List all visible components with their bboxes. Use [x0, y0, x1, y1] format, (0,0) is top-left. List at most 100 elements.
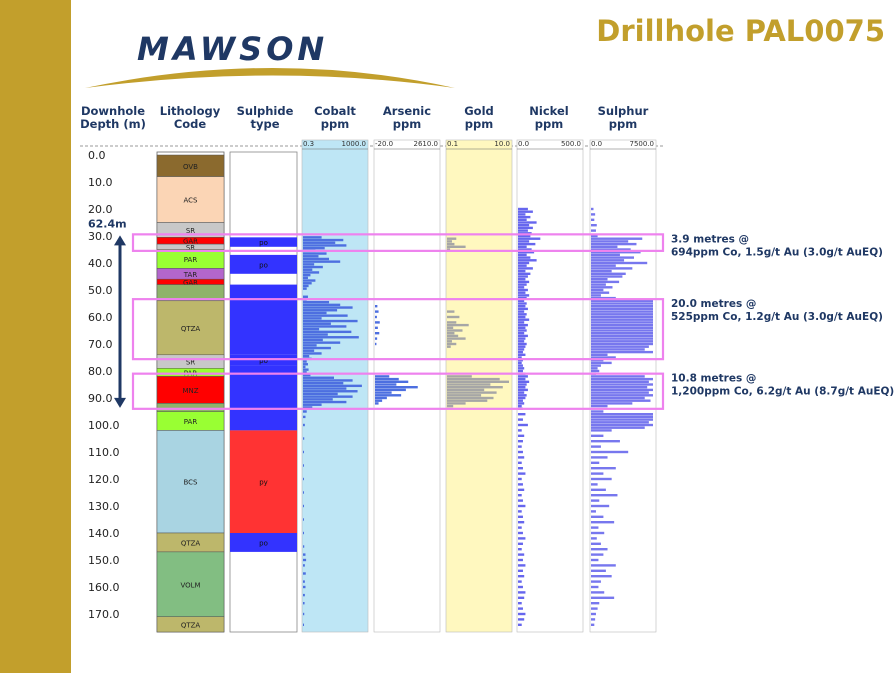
nickel-bar	[518, 294, 530, 297]
cobalt-bar	[303, 317, 322, 320]
sulphide-type-label: po	[259, 357, 268, 365]
nickel-bar	[518, 283, 527, 286]
sulphur-bar	[591, 278, 608, 281]
sulphur-bar	[591, 596, 615, 599]
nickel-bar	[518, 280, 530, 284]
gold-bar	[447, 402, 466, 405]
nickel-bar	[518, 310, 525, 313]
depth-tick-label: 110.0	[88, 446, 120, 459]
lithology-code-label: QTZA	[181, 325, 201, 333]
cobalt-bar	[303, 325, 347, 328]
page-title: Drillhole PAL0075	[596, 14, 885, 48]
depth-tick-label: 30.0	[88, 230, 113, 243]
nickel-bar	[518, 472, 526, 475]
cobalt-bar	[303, 354, 310, 358]
intercept-label-line1: 3.9 metres @	[671, 233, 749, 245]
nickel-bar	[518, 553, 525, 556]
sulphur-bar	[591, 218, 595, 221]
nickel-bar	[518, 569, 523, 572]
nickel-bar	[518, 521, 525, 524]
nickel-bar	[518, 275, 528, 278]
arsenic-bar	[375, 332, 380, 335]
nickel-bar	[518, 213, 526, 216]
nickel-bar	[518, 445, 522, 448]
sulphur-bar	[591, 494, 618, 497]
lithology-code-label: SR	[186, 227, 195, 235]
nickel-column	[516, 139, 584, 633]
nickel-bar	[518, 305, 526, 308]
header-nickel: Nickel ppm	[514, 105, 584, 131]
sulphur-bar	[591, 342, 653, 346]
nickel-bar	[518, 477, 522, 481]
lithology-block	[156, 430, 225, 534]
cobalt-bar	[303, 309, 338, 312]
nickel-bar	[518, 218, 527, 221]
sulphur-bar	[591, 607, 598, 610]
intercept-label-line1: 20.0 metres @	[671, 298, 756, 310]
nickel-bar	[518, 321, 525, 324]
arsenic-bar	[375, 396, 387, 400]
nickel-bar	[518, 307, 528, 311]
nickel-bar	[518, 380, 530, 383]
header-sulphide: Sulphide type	[230, 105, 300, 131]
sulphur-bar	[591, 602, 600, 605]
gold-bar	[447, 248, 451, 251]
sulphur-bar	[591, 245, 618, 248]
sulphur-bar	[591, 415, 653, 419]
cobalt-bar	[303, 333, 328, 336]
cobalt-bar	[303, 257, 330, 261]
nickel-bar	[518, 299, 525, 302]
sulphur-bar	[591, 504, 610, 508]
sulphur-bar	[591, 367, 598, 370]
header-arsenic-line2: ppm	[392, 117, 422, 131]
cobalt-bar	[303, 300, 330, 304]
nickel-bar	[518, 596, 525, 599]
cobalt-bar	[303, 384, 362, 388]
depth-tick-label: 150.0	[88, 554, 120, 567]
cobalt-bar	[303, 273, 311, 277]
gold-bar	[447, 375, 472, 378]
sulphur-bar	[591, 510, 596, 513]
sulphur-bar	[591, 591, 605, 594]
nickel-bar	[518, 326, 526, 329]
sulphur-bar	[591, 302, 653, 305]
nickel-bar	[518, 210, 533, 213]
nickel-bar	[518, 585, 523, 589]
lithology-block	[156, 551, 225, 617]
nickel-bar	[518, 548, 522, 551]
sulphur-bar	[591, 585, 599, 589]
sulphur-bar	[591, 450, 629, 454]
nickel-bar	[518, 234, 531, 238]
nickel-bar	[518, 526, 522, 529]
arsenic-bar	[375, 305, 378, 308]
cobalt-bar	[303, 349, 315, 352]
sulphur-bar	[591, 264, 616, 267]
sulphur-bar	[591, 340, 653, 343]
nickel-bar	[518, 272, 531, 275]
cobalt-bar	[303, 246, 325, 250]
nickel-bar	[518, 399, 523, 402]
sulphur-bar	[591, 326, 653, 329]
nickel-bar	[518, 510, 522, 513]
arsenic-bar	[375, 326, 378, 329]
nickel-bar	[518, 618, 525, 621]
sulphur-bar	[591, 394, 653, 397]
gold-bar	[447, 394, 482, 397]
intercept-highlight-box	[131, 372, 665, 410]
sulphur-bar	[591, 299, 653, 302]
cobalt-bar	[303, 284, 309, 288]
depth-tick-label: 140.0	[88, 527, 120, 540]
arsenic-bar	[375, 386, 418, 389]
sulphur-bar	[591, 418, 653, 421]
nickel-bar	[518, 248, 532, 251]
lithology-code-label: QTZA	[181, 539, 201, 547]
nickel-bar	[518, 394, 527, 397]
sulphur-bar	[591, 350, 653, 354]
sulphur-bar	[591, 410, 604, 413]
nickel-bar	[518, 367, 525, 370]
header-cobalt-line2: ppm	[320, 117, 350, 131]
sulphur-bar	[591, 275, 623, 278]
nickel-bar	[518, 291, 526, 294]
gold-bar	[447, 383, 491, 386]
cobalt-bar	[303, 311, 327, 315]
